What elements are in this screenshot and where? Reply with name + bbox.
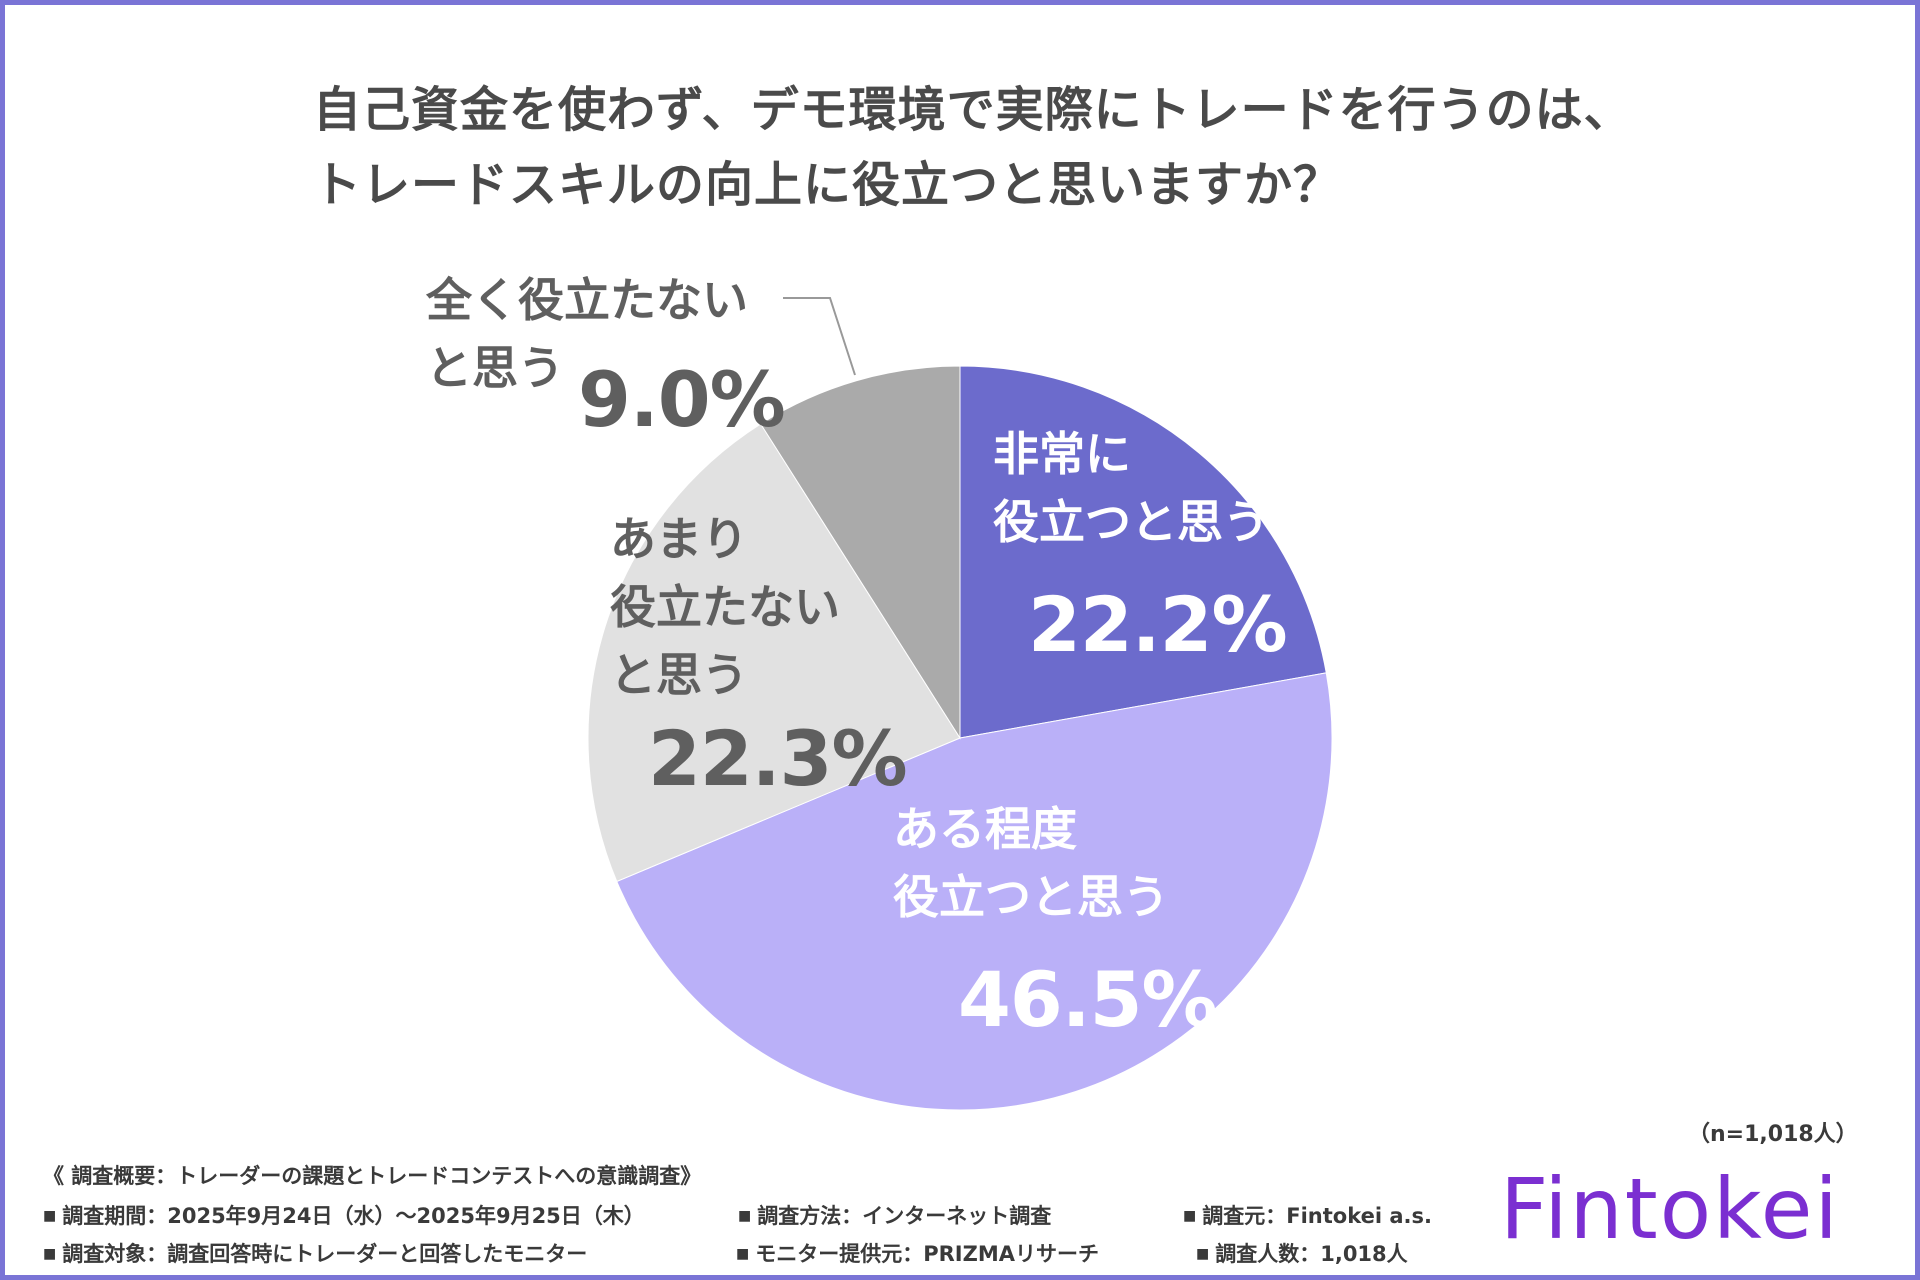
slice-value-very-useful: 22.2%: [1028, 580, 1288, 669]
slice-value-not-very-useful: 22.3%: [648, 714, 908, 803]
survey-period: ■ 調査期間：2025年9月24日（水）～2025年9月25日（木）: [43, 1204, 645, 1228]
slice-label-line: 役立つと思う: [993, 495, 1269, 549]
sample-size: （n=1,018人）: [1688, 1122, 1858, 1147]
slice-label-line: あまり: [610, 512, 748, 566]
slice-value-not-useful: 9.0%: [578, 355, 786, 444]
slice-label-somewhat-useful: ある程度 役立つと思う: [893, 795, 1169, 931]
slice-somewhat-useful: [616, 672, 1333, 1111]
slice-label-very-useful: 非常に 役立つと思う: [993, 420, 1269, 556]
slice-label-line: 全く役立たない: [426, 273, 748, 327]
slice-label-line: ある程度: [893, 802, 1077, 856]
slice-label-line: 役立たない: [610, 580, 840, 634]
survey-method: ■ 調査方法：インターネット調査: [738, 1204, 1052, 1228]
slice-label-line: と思う: [610, 648, 748, 702]
slice-not-useful: [759, 365, 961, 740]
slice-very-useful: [959, 365, 1327, 739]
leader-line: [783, 297, 856, 376]
survey-provider: ■ モニター提供元：PRIZMAリサーチ: [736, 1242, 1099, 1266]
slice-label-not-very-useful: あまり 役立たない と思う: [610, 505, 840, 709]
slice-label-line: と思う: [426, 341, 564, 395]
slice-label-line: 非常に: [993, 427, 1131, 481]
slice-value-somewhat-useful: 46.5%: [958, 955, 1218, 1044]
fintokei-logo: Fintokei: [1500, 1160, 1840, 1258]
slice-not-very-useful: [587, 423, 961, 883]
chart-title-line-1: 自己資金を使わず、デモ環境で実際にトレードを行うのは、: [313, 82, 1633, 138]
slice-label-line: 役立つと思う: [893, 870, 1169, 924]
chart-title-line-2: トレードスキルの向上に役立つと思いますか？: [313, 157, 1343, 213]
slice-label-not-useful: 全く役立たない と思う: [426, 266, 748, 402]
survey-target: ■ 調査対象：調査回答時にトレーダーと回答したモニター: [43, 1242, 588, 1266]
survey-heading: 《 調査概要：トレーダーの課題とトレードコンテストへの意識調査》: [43, 1164, 702, 1188]
survey-count: ■ 調査人数：1,018人: [1196, 1242, 1408, 1266]
survey-source: ■ 調査元：Fintokei a.s.: [1183, 1204, 1432, 1228]
